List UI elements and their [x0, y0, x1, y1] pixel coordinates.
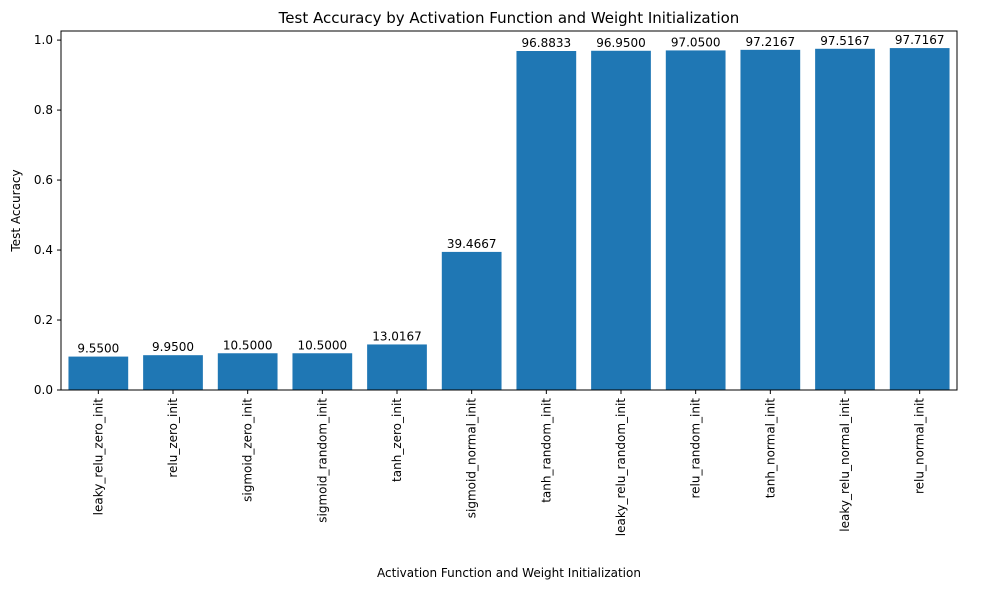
x-tick-label-leaky_relu_zero_init: leaky_relu_zero_init	[91, 398, 105, 516]
data-label-relu_normal_init: 97.7167	[895, 33, 945, 47]
x-tick-label-sigmoid_normal_init: sigmoid_normal_init	[465, 398, 479, 519]
data-label-leaky_relu_normal_init: 97.5167	[820, 34, 870, 48]
bar-relu_zero_init	[143, 355, 203, 390]
data-label-sigmoid_normal_init: 39.4667	[447, 237, 497, 251]
bar-relu_random_init	[665, 50, 726, 391]
x-tick-label-relu_random_init: relu_random_init	[689, 398, 703, 499]
bar-leaky_relu_normal_init	[815, 48, 875, 391]
y-tick-label: 0.4	[34, 243, 53, 257]
x-tick-label-leaky_relu_random_init: leaky_relu_random_init	[614, 398, 628, 537]
x-tick-label-sigmoid_zero_init: sigmoid_zero_init	[241, 398, 255, 502]
bar-relu_normal_init	[889, 48, 950, 390]
x-tick-label-relu_zero_init: relu_zero_init	[166, 398, 180, 478]
x-tick-label-relu_normal_init: relu_normal_init	[913, 398, 927, 494]
y-tick-label: 0.8	[34, 103, 53, 117]
chart-title: Test Accuracy by Activation Function and…	[278, 9, 740, 27]
bar-sigmoid_random_init	[292, 353, 353, 390]
bar-leaky_relu_random_init	[591, 50, 651, 390]
data-label-leaky_relu_zero_init: 9.5500	[77, 342, 119, 356]
x-tick-label-sigmoid_random_init: sigmoid_random_init	[315, 398, 329, 523]
bars-group	[68, 48, 950, 391]
data-labels-group: 9.5500 9.9500 10.5000 10.5000 13.0167 39.4667…	[77, 33, 944, 355]
data-label-leaky_relu_random_init: 96.9500	[596, 36, 646, 50]
x-axis-ticks: leaky_relu_zero_init relu_zero_init sigmoi…	[91, 390, 927, 537]
x-tick-label-leaky_relu_normal_init: leaky_relu_normal_init	[838, 398, 852, 532]
data-label-relu_random_init: 97.0500	[671, 35, 721, 49]
bar-leaky_relu_zero_init	[68, 356, 129, 390]
x-tick-label-tanh_random_init: tanh_random_init	[539, 398, 553, 503]
y-axis-ticks: 0.0 0.2 0.4 0.6 0.8 1.0	[34, 33, 61, 397]
y-tick-label: 0.2	[34, 313, 53, 327]
y-tick-label: 0.0	[34, 383, 53, 397]
bar-tanh_normal_init	[740, 49, 801, 390]
data-label-relu_zero_init: 9.9500	[152, 340, 194, 354]
bar-tanh_zero_init	[367, 344, 427, 390]
x-axis-label: Activation Function and Weight Initializ…	[377, 566, 641, 580]
plot-frame	[60, 30, 958, 391]
data-label-tanh_random_init: 96.8833	[522, 36, 572, 50]
y-axis-label: Test Accuracy	[9, 169, 23, 252]
y-tick-label: 1.0	[34, 33, 53, 47]
x-tick-label-tanh_normal_init: tanh_normal_init	[763, 398, 777, 499]
data-label-tanh_normal_init: 97.2167	[746, 35, 796, 49]
data-label-sigmoid_random_init: 10.5000	[298, 338, 348, 352]
data-label-tanh_zero_init: 13.0167	[372, 329, 422, 343]
bar-tanh_random_init	[516, 51, 577, 391]
x-tick-label-tanh_zero_init: tanh_zero_init	[390, 398, 404, 482]
bar-sigmoid_zero_init	[217, 353, 278, 390]
y-tick-label: 0.6	[34, 173, 53, 187]
data-label-sigmoid_zero_init: 10.5000	[223, 338, 273, 352]
bar-sigmoid_normal_init	[441, 251, 502, 390]
